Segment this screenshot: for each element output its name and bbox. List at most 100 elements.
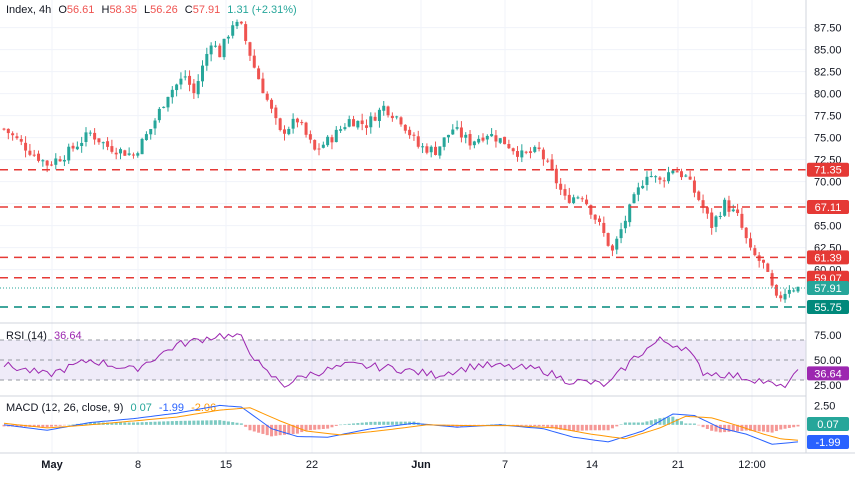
candle-body [619,229,623,239]
candle-body [84,132,88,143]
candle-body [610,245,614,251]
candle-body [62,159,66,162]
candle-body [19,139,23,142]
macd-hist-bar [93,422,97,425]
x-tick-label: 14 [586,459,598,471]
candle-body [533,146,537,152]
macd-hist-bar [192,420,196,425]
candle-body [761,259,765,263]
candle-body [576,197,580,199]
macd-hist-bar [58,424,62,426]
macd-hist-bar [632,422,636,425]
candle-body [602,222,606,233]
macd-hist-bar [330,424,334,428]
candle-body [2,128,6,130]
candle-body [723,199,727,216]
macd-hist-bar [541,424,545,427]
candle-body [740,213,744,228]
candle-body [300,122,304,124]
x-tick-label: May [41,459,63,471]
macd-hist-bar [774,424,778,432]
candle-body [11,133,15,136]
candle-body [684,175,688,177]
candle-body [679,171,683,178]
macd-hist-bar [45,424,49,428]
candle-body [239,21,243,24]
candle-body [472,141,476,146]
candle-body [446,134,450,138]
level-tag-label: 71.35 [814,165,842,177]
level-tag [807,200,849,215]
candle-body [429,146,433,153]
candle-body [490,133,494,137]
macd-hist-bar [157,421,161,425]
candle-body [213,45,217,47]
candle-body [649,176,653,178]
candle-body [356,120,360,128]
candle-body [408,129,412,136]
macd-hist-bar [675,418,679,425]
candle-body [554,168,558,184]
macd-hist-bar [373,421,377,425]
candle-body [326,136,330,146]
candle-body [257,68,261,80]
macd-hist-bar [692,423,696,425]
candle-body [144,134,148,141]
macd-hist-bar [54,424,58,427]
candle-body [623,220,627,229]
macd-hist-bar [37,424,41,428]
candle-body [15,136,19,139]
macd-hist-bar [41,424,45,428]
candle-body [248,42,252,56]
macd-hist-bar [291,424,295,435]
candle-body [783,293,787,300]
macd-hist-bar [265,424,269,436]
macd-hist-bar [477,424,481,426]
y-tick-label: 82.50 [814,67,842,79]
macd-hist-bar [209,420,213,425]
macd-hist-bar [610,424,614,429]
macd-hist-bar [252,424,256,432]
candle-body [697,191,701,200]
level-tag [807,300,849,314]
candle-body [153,120,157,129]
macd-hist-bar [792,424,796,428]
candle-body [334,129,338,143]
macd-hist-bar [740,424,744,431]
candle-body [632,194,636,204]
macd-hist-bar [278,424,282,436]
candle-body [140,138,144,155]
macd-hist-bar [2,424,6,427]
macd-value-tag [807,435,849,449]
candle-body [395,116,399,118]
candle-body [585,199,589,205]
candle-body [386,106,390,116]
candle-body [774,284,778,296]
macd-hist-bar [218,420,222,425]
macd-hist-bar [123,422,127,425]
x-tick-label: 21 [672,459,684,471]
macd-hist-bar [369,421,373,425]
macd-hist-bar [188,420,192,425]
macd-hist-bar [753,424,757,432]
candle-body [541,149,545,160]
macd-hist-bar [490,424,494,426]
macd-hist-bar [377,421,381,425]
candle-body [218,45,222,58]
macd-hist-bar [261,424,265,434]
macd-hist-bar [481,424,485,426]
candle-body [97,138,101,143]
price-legend: Index, 4h O56.61 H58.35 L56.26 C57.91 1.… [6,4,301,16]
macd-hist-bar [308,424,312,431]
macd-hist-bar [295,424,299,434]
candle-body [546,160,550,162]
y-tick-label: 80.00 [814,89,842,101]
candle-body [421,146,425,148]
macd-hist-bar [705,424,709,429]
macd-hist-bar [201,420,204,425]
candle-body [330,137,334,143]
macd-hist-bar [390,421,394,425]
macd-hist-bar [226,421,230,425]
candle-body [131,154,135,156]
